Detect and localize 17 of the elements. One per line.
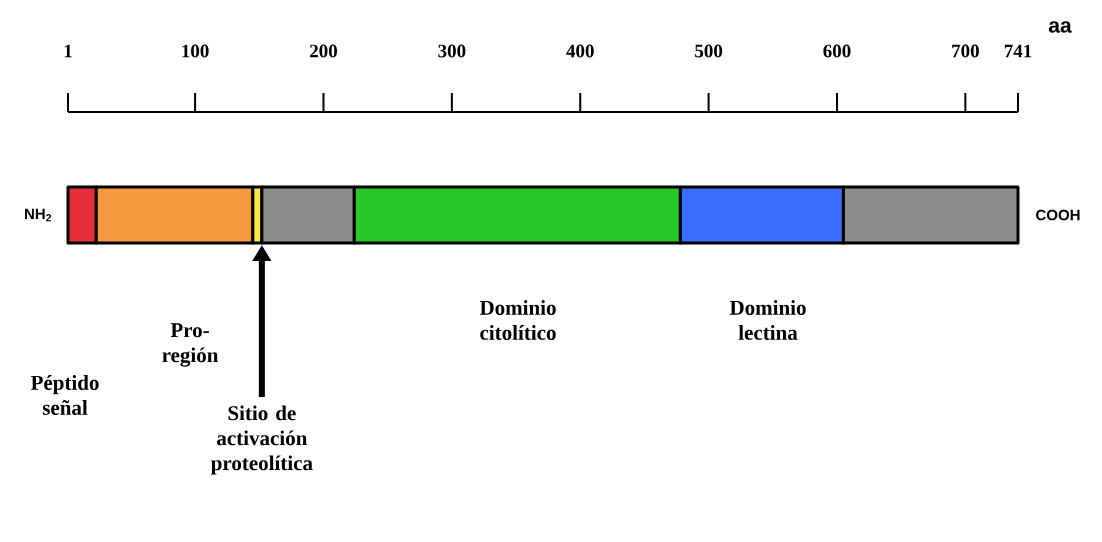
x-tick-label: 1 bbox=[64, 44, 72, 58]
x-axis-title: aa bbox=[1048, 21, 1072, 33]
x-tick-label: 700 bbox=[952, 44, 979, 58]
x-tick-label: 741 bbox=[1004, 44, 1032, 58]
annotation: Pro-región bbox=[162, 323, 219, 367]
annotation: COOH bbox=[1036, 209, 1080, 221]
x-tick-label: 300 bbox=[438, 44, 466, 58]
annotation: NH$_{2}$ bbox=[25, 208, 52, 222]
x-tick-label: 400 bbox=[566, 44, 594, 58]
annotation: Dominio citolítico bbox=[479, 300, 556, 340]
annotation: Péptido señal bbox=[30, 375, 99, 415]
annotation: Dominio lectina bbox=[729, 300, 806, 340]
ref-line-label: Sitio de activación proteolítica bbox=[211, 405, 313, 475]
x-tick-label: 600 bbox=[823, 44, 851, 58]
x-tick-label: 500 bbox=[695, 44, 723, 58]
x-tick-label: 200 bbox=[310, 44, 337, 58]
x-tick-label: 100 bbox=[182, 44, 209, 58]
